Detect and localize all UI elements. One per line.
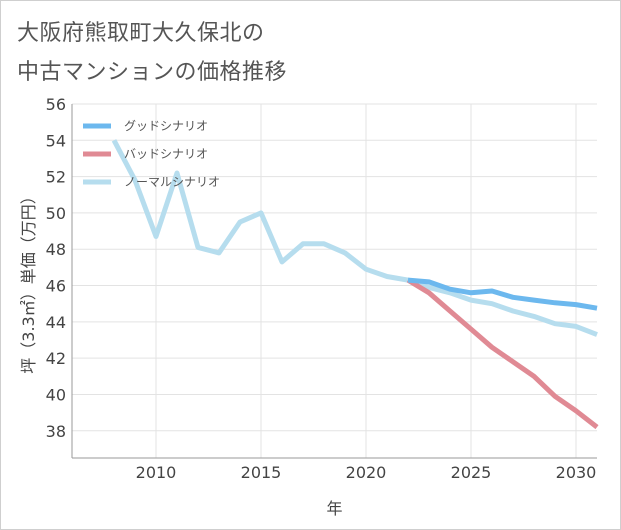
x-tick-label: 2020	[346, 463, 387, 482]
series-line	[111, 139, 598, 337]
y-tick-label: 40	[46, 385, 66, 404]
series-line	[406, 277, 599, 430]
chart-title-line-1: 大阪府熊取町大久保北の	[17, 21, 265, 46]
y-tick-label: 44	[46, 313, 66, 332]
y-tick-label: 38	[46, 422, 66, 441]
y-tick-label: 48	[46, 240, 66, 259]
plot-frame	[71, 104, 597, 459]
legend-label: グッドシナリオ	[124, 119, 208, 133]
legend-label: バッドシナリオ	[124, 147, 208, 161]
series-lines	[111, 139, 599, 430]
x-tick-label: 2025	[451, 463, 492, 482]
x-tick-label: 2010	[136, 463, 177, 482]
series-line	[407, 277, 598, 311]
x-tick-labels: 2010 2015 2020 2025 2030	[136, 463, 597, 482]
y-axis-label: 坪（3.3㎡）単価（万円）	[19, 188, 38, 373]
y-tick-label: 46	[46, 277, 66, 296]
y-tick-labels: 38 40 42 44 46 48 50 52 54 56	[46, 95, 66, 441]
legend-label: ノーマルシナリオ	[124, 175, 220, 189]
x-tick-label: 2015	[241, 463, 282, 482]
x-tick-label: 2030	[556, 463, 597, 482]
grid-lines	[72, 103, 597, 458]
x-axis-label: 年	[326, 499, 342, 518]
y-tick-label: 42	[46, 349, 66, 368]
y-tick-label: 54	[46, 131, 66, 150]
chart-title-line-2: 中古マンションの価格推移	[17, 60, 288, 85]
y-tick-label: 50	[46, 204, 66, 223]
y-tick-label: 56	[46, 95, 66, 114]
y-tick-label: 52	[46, 168, 66, 187]
